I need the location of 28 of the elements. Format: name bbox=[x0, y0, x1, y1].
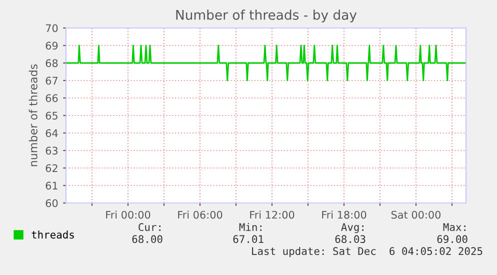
text: Max: bbox=[443, 223, 466, 232]
y-axis-title: number of threads bbox=[28, 64, 38, 166]
y-tick-label: 66 bbox=[46, 94, 58, 102]
y-tick-label: 68 bbox=[46, 59, 58, 68]
text: 67.01 bbox=[233, 235, 264, 244]
legend-label: threads bbox=[32, 230, 74, 239]
x-tick-label: Sat 00:00 bbox=[391, 210, 441, 219]
chart-title: Number of threads - by day bbox=[176, 10, 357, 22]
text: 68.00 bbox=[132, 235, 162, 244]
text: Min: bbox=[239, 222, 262, 231]
y-tick-label: 60 bbox=[46, 199, 58, 208]
y-tick-label: 63 bbox=[46, 146, 58, 155]
text: Avg: bbox=[341, 223, 364, 234]
x-tick-label: Fri 12:00 bbox=[250, 210, 294, 219]
y-tick-label: 69 bbox=[46, 42, 58, 50]
x-tick-label: Fri 06:00 bbox=[178, 210, 222, 219]
x-tick-label: Fri 18:00 bbox=[322, 210, 366, 219]
text: 68.03 bbox=[335, 235, 366, 244]
text: Last update: Sat Dec 6 04:05:02 2025 bbox=[252, 246, 482, 258]
y-tick-label: 67 bbox=[46, 76, 58, 85]
y-tick-label: 65 bbox=[46, 112, 58, 120]
y-tick-label: 61 bbox=[46, 182, 58, 190]
y-tick-label: 70 bbox=[46, 24, 58, 32]
text: 69.00 bbox=[437, 235, 468, 244]
text: Cur: bbox=[138, 223, 160, 232]
x-tick-label: Fri 00:00 bbox=[106, 210, 150, 219]
y-tick-label: 62 bbox=[46, 164, 58, 172]
y-tick-label: 64 bbox=[46, 129, 58, 138]
